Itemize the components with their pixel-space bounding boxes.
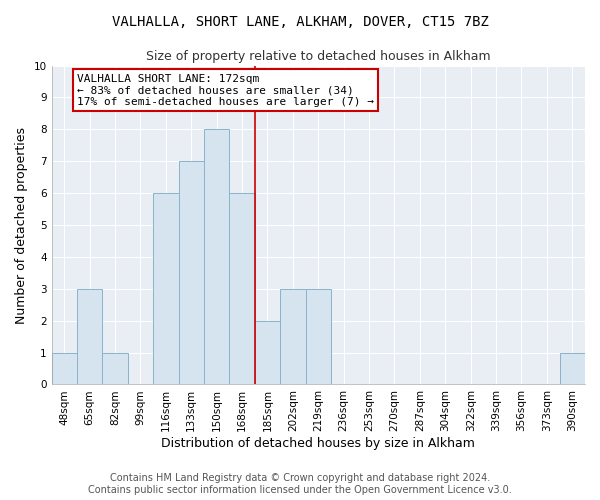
Title: Size of property relative to detached houses in Alkham: Size of property relative to detached ho…: [146, 50, 491, 63]
Text: VALHALLA SHORT LANE: 172sqm
← 83% of detached houses are smaller (34)
17% of sem: VALHALLA SHORT LANE: 172sqm ← 83% of det…: [77, 74, 374, 106]
Bar: [255, 320, 280, 384]
Bar: [179, 161, 204, 384]
Bar: [204, 130, 229, 384]
Bar: [153, 193, 179, 384]
Bar: [77, 289, 103, 384]
Bar: [52, 352, 77, 384]
Bar: [229, 193, 255, 384]
Text: Contains HM Land Registry data © Crown copyright and database right 2024.
Contai: Contains HM Land Registry data © Crown c…: [88, 474, 512, 495]
Bar: [305, 289, 331, 384]
Bar: [280, 289, 305, 384]
Bar: [560, 352, 585, 384]
Y-axis label: Number of detached properties: Number of detached properties: [15, 126, 28, 324]
Bar: [103, 352, 128, 384]
X-axis label: Distribution of detached houses by size in Alkham: Distribution of detached houses by size …: [161, 437, 475, 450]
Text: VALHALLA, SHORT LANE, ALKHAM, DOVER, CT15 7BZ: VALHALLA, SHORT LANE, ALKHAM, DOVER, CT1…: [112, 15, 488, 29]
